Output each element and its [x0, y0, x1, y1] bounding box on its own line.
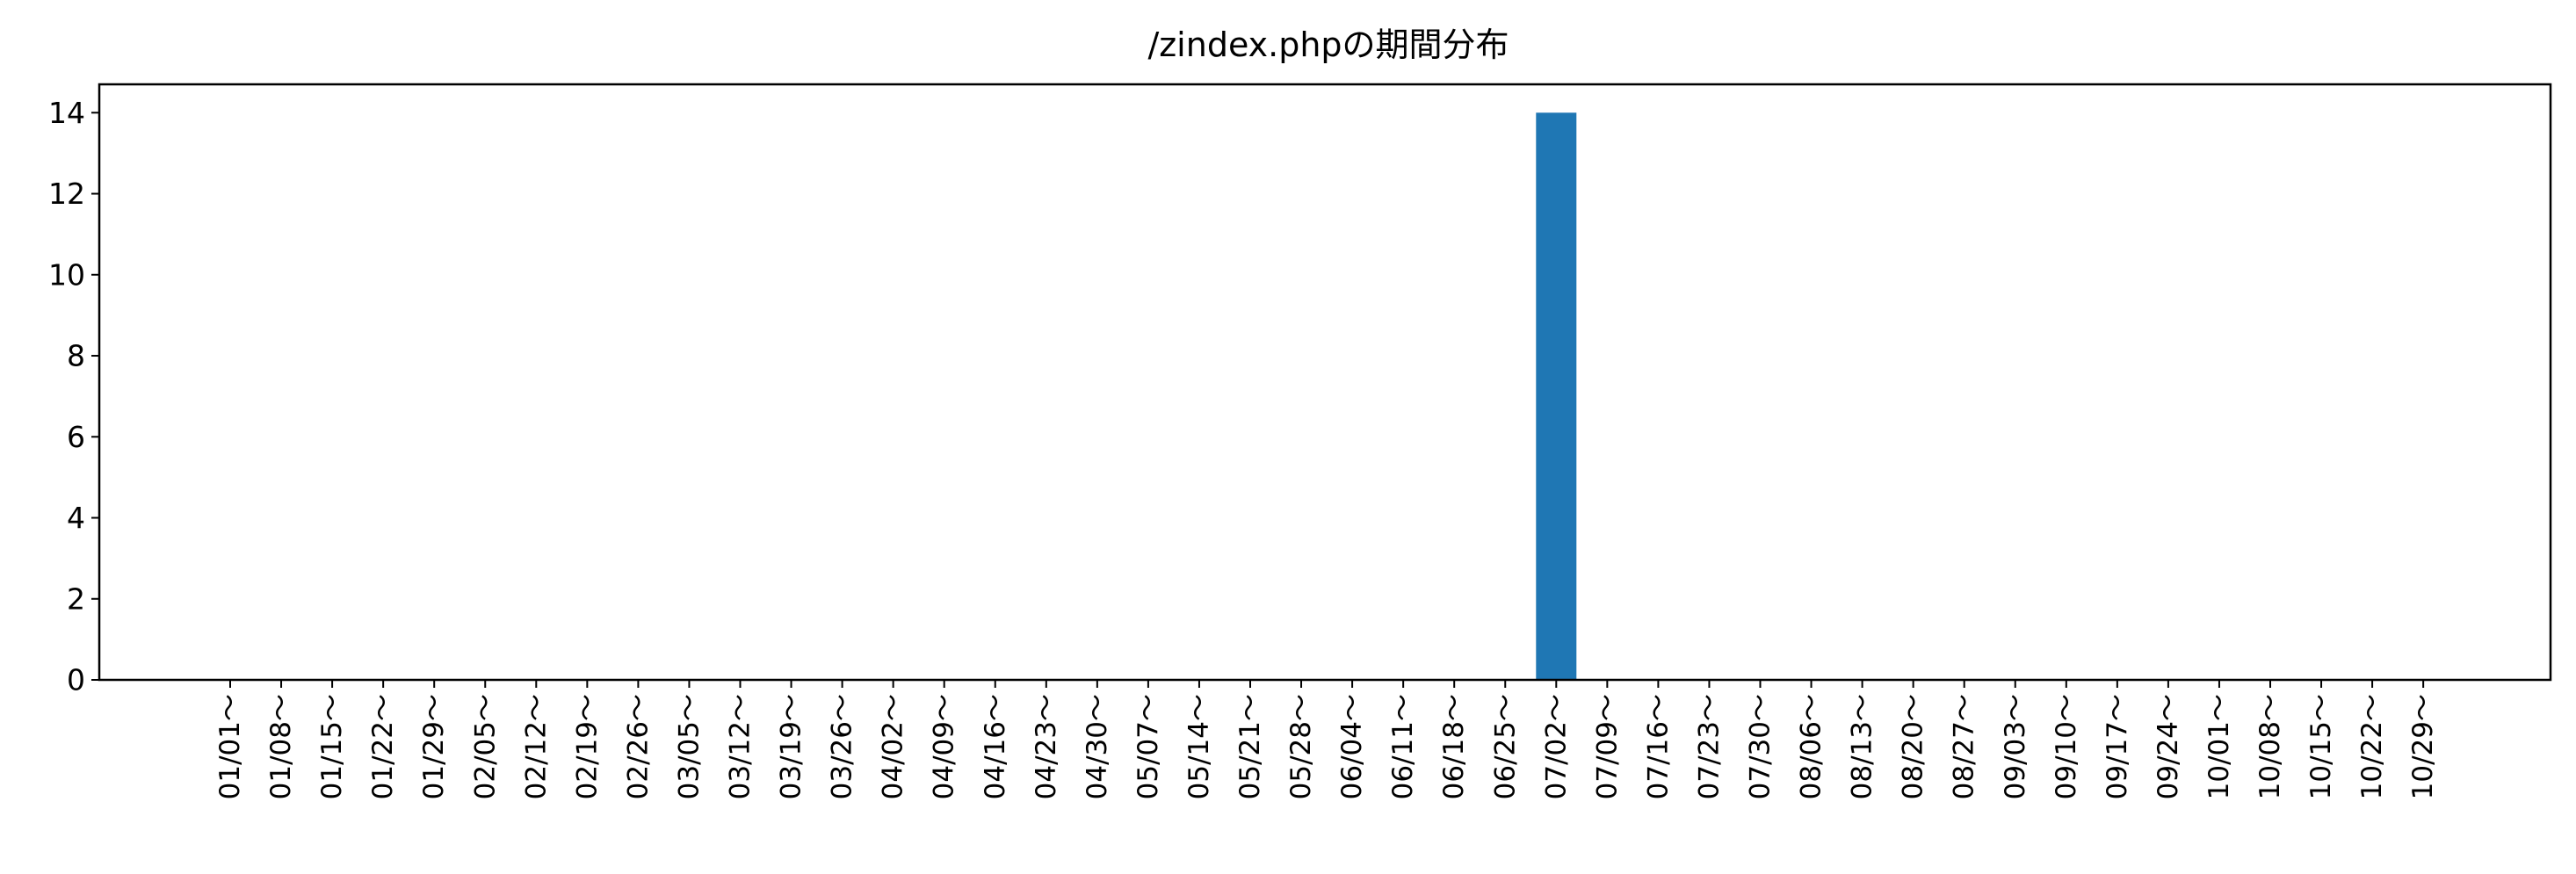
x-tick-label: 05/14～ — [1183, 694, 1215, 799]
chart-title: /zindex.phpの期間分布 — [1147, 25, 1509, 64]
x-tick-label: 08/06～ — [1796, 694, 1827, 799]
x-tick-label: 06/18～ — [1438, 694, 1470, 799]
y-tick-label: 4 — [67, 501, 85, 535]
x-tick-label: 08/27～ — [1949, 694, 1980, 799]
x-tick-label: 10/15～ — [2305, 694, 2337, 799]
x-tick-label: 09/17～ — [2102, 694, 2133, 799]
x-tick-label: 02/26～ — [622, 694, 654, 799]
x-axis: 01/01～ 01/08～ 01/15～ 01/22～ 01/29～ 02/05～ 02/1… — [214, 680, 2439, 799]
x-tick-label: 10/01～ — [2203, 694, 2235, 799]
plot-frame — [98, 83, 2552, 682]
x-tick-label: 08/20～ — [1898, 694, 1929, 799]
x-tick-label: 10/22～ — [2356, 694, 2388, 799]
y-tick-label: 6 — [67, 420, 85, 454]
x-tick-label: 03/05～ — [673, 694, 705, 799]
y-tick-label: 0 — [67, 663, 85, 697]
y-axis: 0 2 4 6 8 10 12 14 — [48, 96, 99, 697]
x-tick-label: 09/03～ — [2000, 694, 2031, 799]
y-tick-label: 2 — [67, 581, 85, 616]
x-tick-label: 01/01～ — [214, 694, 246, 799]
x-tick-label: 10/08～ — [2254, 694, 2286, 799]
bar-26 — [1536, 112, 1577, 681]
x-tick-label: 03/19～ — [776, 694, 807, 799]
x-tick-label: 06/04～ — [1336, 694, 1368, 799]
x-tick-label: 03/12～ — [725, 694, 756, 799]
x-tick-label: 05/28～ — [1285, 694, 1317, 799]
x-tick-label: 03/26～ — [827, 694, 858, 799]
x-tick-label: 01/08～ — [265, 694, 297, 799]
x-tick-label: 01/22～ — [367, 694, 399, 799]
y-tick-label: 12 — [48, 177, 85, 211]
x-tick-label: 01/29～ — [418, 694, 450, 799]
x-tick-label: 04/23～ — [1031, 694, 1062, 799]
x-tick-label: 02/12～ — [520, 694, 552, 799]
x-tick-label: 09/24～ — [2153, 694, 2184, 799]
x-tick-label: 10/29～ — [2407, 694, 2439, 799]
x-tick-label: 09/10～ — [2051, 694, 2082, 799]
x-tick-label: 07/02～ — [1540, 694, 1572, 799]
x-tick-label: 04/16～ — [980, 694, 1011, 799]
y-tick-label: 14 — [48, 96, 85, 130]
x-tick-label: 01/15～ — [316, 694, 348, 799]
x-tick-label: 07/30～ — [1745, 694, 1776, 799]
bars-group — [1536, 112, 1577, 681]
x-tick-label: 06/25～ — [1489, 694, 1521, 799]
x-tick-label: 05/07～ — [1132, 694, 1164, 799]
x-tick-label: 04/30～ — [1082, 694, 1113, 799]
y-tick-label: 10 — [48, 257, 85, 292]
x-tick-label: 02/05～ — [469, 694, 501, 799]
x-tick-label: 05/21～ — [1234, 694, 1266, 799]
x-tick-label: 06/11～ — [1387, 694, 1419, 799]
x-tick-label: 07/23～ — [1693, 694, 1725, 799]
x-tick-label: 07/09～ — [1591, 694, 1623, 799]
x-tick-label: 08/13～ — [1847, 694, 1878, 799]
x-tick-label: 02/19～ — [571, 694, 603, 799]
x-tick-label: 04/02～ — [878, 694, 909, 799]
x-tick-label: 07/16～ — [1642, 694, 1674, 799]
y-tick-label: 8 — [67, 339, 85, 373]
x-tick-label: 04/09～ — [929, 694, 960, 799]
